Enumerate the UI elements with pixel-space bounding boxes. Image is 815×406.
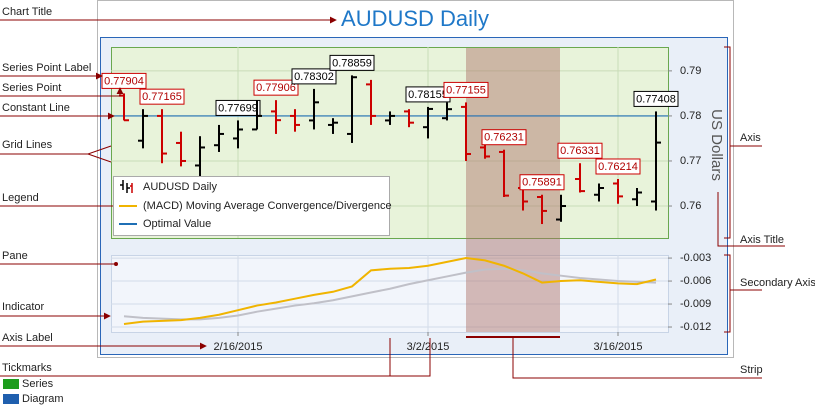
legend-label: Optimal Value [143, 218, 211, 230]
legend-icon [130, 183, 133, 193]
signal-line [123, 267, 657, 321]
point-label-box [519, 174, 565, 191]
point-label-box [633, 90, 679, 107]
point-label-box [215, 99, 261, 116]
legend-box [113, 176, 390, 236]
axis-title: US Dollars [708, 109, 725, 181]
y2-tick-label: -0.006 [680, 275, 711, 287]
point-label-box [101, 72, 147, 89]
point-label: 0.77408 [636, 93, 676, 105]
point-label: 0.77155 [446, 84, 486, 96]
callout-line [0, 145, 112, 163]
x-tick-label: 3/16/2015 [594, 341, 643, 353]
callout-label: Grid Lines [2, 139, 53, 151]
point-label: 0.75891 [522, 177, 562, 189]
pane [111, 255, 669, 333]
callout-dot [114, 262, 118, 266]
point-label-box [291, 68, 337, 85]
key-swatch [3, 394, 19, 404]
point-label: 0.78859 [332, 57, 372, 69]
callout-label: Series Point [2, 82, 61, 94]
y-tick-label: 0.78 [680, 110, 701, 122]
callout-line [0, 87, 124, 97]
callout-line [724, 46, 762, 239]
legend-label: (MACD) Moving Average Convergence/Diverg… [143, 200, 392, 212]
callout-label: Legend [2, 192, 39, 204]
point-label: 0.77906 [256, 82, 296, 94]
point-label-box [595, 158, 641, 175]
y2-tick-label: -0.009 [680, 298, 711, 310]
callout-label: Indicator [2, 301, 45, 313]
legend: AUDUSD Daily (MACD) Moving Average Conve… [113, 176, 392, 236]
y2-tick-label: -0.012 [680, 321, 711, 333]
indicator-line [123, 257, 657, 325]
callout-line [724, 254, 762, 333]
legend-icon [120, 180, 130, 193]
callout-label: Strip [740, 364, 763, 376]
key-label: Series [22, 378, 54, 390]
callout-label: Constant Line [2, 102, 70, 114]
callout-label: Tickmarks [2, 362, 52, 374]
point-label: 0.76231 [484, 132, 524, 144]
callout-label: Series Point Label [2, 62, 91, 74]
callout-label: Axis Title [740, 234, 784, 246]
y-tick-label: 0.77 [680, 155, 701, 167]
point-label: 0.77904 [104, 75, 144, 87]
point-label: 0.77699 [218, 102, 258, 114]
point-label: 0.77165 [142, 91, 182, 103]
chart-title: AUDUSD Daily [341, 6, 489, 31]
callout-line [717, 192, 785, 247]
point-label: 0.78302 [294, 71, 334, 83]
point-label: 0.78155 [408, 89, 448, 101]
callout-line [0, 338, 431, 377]
key-swatch [3, 379, 19, 389]
x-tick-label: 3/2/2015 [407, 341, 450, 353]
point-label: 0.76214 [598, 161, 638, 173]
point-label-box [139, 88, 185, 105]
y2-tick-label: -0.003 [680, 252, 711, 264]
y-tick-label: 0.79 [680, 65, 701, 77]
callouts: Chart Title Series Point Label Series Po… [0, 6, 815, 379]
point-label: 0.76331 [560, 145, 600, 157]
y-tick-label: 0.76 [680, 200, 701, 212]
callout-label: Axis [740, 132, 761, 144]
callout-label: Pane [2, 250, 28, 262]
point-label-box [481, 129, 527, 146]
point-label-box [329, 54, 375, 71]
legend-label: AUDUSD Daily [143, 181, 217, 193]
key-label: Diagram [22, 393, 64, 405]
callout-label: Secondary Axis [740, 277, 815, 289]
callout-label: Axis Label [2, 332, 53, 344]
point-label-box [443, 81, 489, 98]
point-label-box [253, 79, 299, 96]
callout-label: Chart Title [2, 6, 52, 18]
point-label-box [557, 142, 603, 159]
x-tick-label: 2/16/2015 [214, 341, 263, 353]
